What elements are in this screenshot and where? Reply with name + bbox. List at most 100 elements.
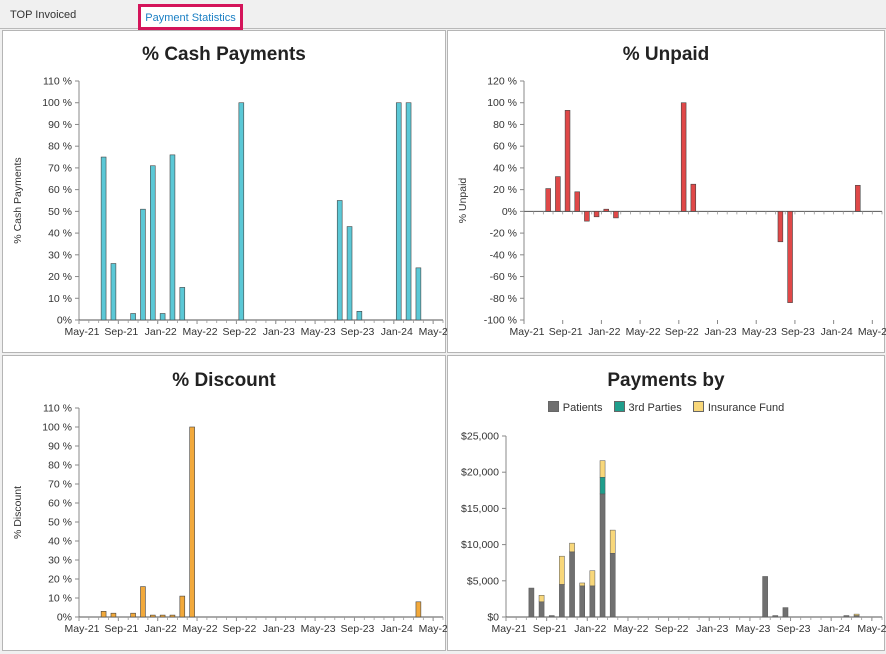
bar: [415, 601, 422, 618]
bar: [140, 208, 146, 321]
bar: [415, 267, 422, 321]
tab-bar: TOP Invoiced Production Payment Statisti…: [0, 0, 886, 45]
y-tick-label: 70 %: [48, 479, 72, 491]
x-tick-label: Sep-21: [533, 623, 567, 635]
y-tick-label: -60 %: [490, 271, 517, 283]
bar: [179, 595, 186, 618]
bar-insurance-fund: [599, 460, 606, 478]
x-tick-label: Jan-22: [588, 326, 620, 338]
bar: [613, 211, 619, 219]
bar-patients: [548, 615, 555, 618]
bar: [346, 226, 353, 321]
x-tick-label: Sep-22: [222, 623, 256, 635]
y-tick-label: -40 %: [490, 249, 517, 261]
x-tick-label: May-21: [64, 623, 99, 635]
cash-payments-chart: 0% 10 % 20 % 30 % 40 % 50 % 60 % 70 % 80 % 90 % 10…: [12, 76, 447, 339]
y-tick-label: 80 %: [48, 460, 72, 472]
x-tick-label: Jan-24: [381, 623, 413, 635]
chart-title: Payments by: [607, 370, 725, 391]
x-tick-label: May-24: [857, 623, 886, 635]
y-axis-title: % Unpaid: [457, 178, 469, 224]
bar-patients: [569, 551, 575, 618]
bar: [603, 208, 609, 212]
y-tick-label: -100 %: [484, 315, 517, 327]
bar: [189, 426, 195, 618]
cash-payments-panel: % Cash Payments 0% 10 % 20 % 30 % 40 % 50 % 60…: [2, 30, 447, 353]
bar: [574, 191, 580, 212]
unpaid-chart: -100 % -80 % -60 % -40 % -20 % 0% 20 % 40 % 60 %…: [457, 76, 886, 339]
y-tick-label: 90 %: [48, 441, 72, 453]
y-axis-title: % Cash Payments: [12, 157, 24, 243]
bar-patients: [599, 493, 606, 618]
x-tick-label: Jan-24: [821, 326, 853, 338]
y-tick-label: $5,000: [467, 575, 499, 587]
legend-swatch: [613, 401, 625, 412]
chart-title: % Unpaid: [622, 44, 710, 65]
y-tick-label: 90 %: [48, 119, 72, 131]
y-tick-label: 110 %: [43, 76, 72, 88]
y-tick-label: 0%: [57, 315, 72, 327]
bar: [169, 614, 176, 618]
tab-top-invoiced-production[interactable]: TOP Invoiced Production: [10, 9, 77, 45]
y-tick-label: 10 %: [48, 293, 72, 305]
y-tick-label: 0%: [502, 206, 517, 218]
bar-patients: [782, 607, 789, 618]
y-tick-label: $25,000: [461, 431, 499, 443]
x-tick-label: May-22: [183, 326, 218, 338]
bar: [100, 156, 107, 321]
bar: [336, 200, 343, 321]
y-tick-label: -80 %: [490, 293, 517, 305]
bar: [395, 102, 402, 321]
bar: [110, 263, 117, 321]
bar-insurance-fund: [609, 529, 616, 554]
x-tick-label: Sep-21: [104, 326, 138, 338]
x-tick-label: Jan-23: [704, 326, 736, 338]
x-tick-label: Sep-21: [104, 623, 138, 635]
bar-patients: [538, 601, 545, 618]
x-tick-label: May-22: [613, 623, 648, 635]
bar-insurance-fund: [559, 555, 565, 585]
x-tick-label: Sep-21: [549, 326, 583, 338]
bar: [855, 184, 861, 212]
bar-patients: [609, 553, 616, 618]
x-tick-label: Jan-22: [574, 623, 606, 635]
discount-chart: 0% 10 % 20 % 30 % 40 % 50 % 60 % 70 % 80 % 90 % 10…: [12, 403, 447, 636]
x-tick-label: May-21: [509, 326, 544, 338]
bar-patients: [559, 584, 565, 618]
bar: [564, 110, 571, 212]
y-axis-title: % Discount: [12, 486, 24, 539]
y-tick-label: 50 %: [48, 206, 72, 218]
x-tick-label: May-22: [183, 623, 218, 635]
chart-legend: Patients 3rd Parties Insurance Fund: [448, 401, 884, 414]
bar: [405, 102, 412, 321]
y-tick-label: 60 %: [493, 141, 517, 153]
y-tick-label: 40 %: [493, 162, 517, 174]
x-tick-label: Sep-23: [341, 623, 375, 635]
bar: [150, 165, 156, 321]
bar: [555, 176, 561, 212]
legend-item: 3rd Parties: [613, 401, 682, 414]
x-tick-label: May-23: [301, 326, 336, 338]
y-tick-label: 60 %: [48, 498, 72, 510]
bar-patients: [528, 587, 535, 618]
x-tick-label: May-21: [491, 623, 526, 635]
x-tick-label: Jan-22: [145, 326, 177, 338]
legend-item: Patients: [547, 401, 602, 414]
bar: [680, 102, 687, 212]
y-tick-label: $0: [487, 612, 499, 624]
discount-panel: % Discount 0% 10 % 20 % 30 % 40 % 50 % 60 % 70 …: [2, 355, 447, 651]
x-tick-label: Jan-23: [263, 623, 295, 635]
tab-payment-statistics[interactable]: Payment Statistics: [138, 4, 243, 30]
x-tick-label: Sep-22: [655, 623, 689, 635]
y-tick-label: 110 %: [43, 403, 72, 415]
y-tick-label: 20 %: [48, 271, 72, 283]
bar: [140, 586, 146, 618]
y-tick-label: 100 %: [42, 422, 72, 434]
bar-insurance-fund: [538, 595, 545, 603]
y-tick-label: 40 %: [48, 228, 72, 240]
bar: [238, 102, 245, 321]
y-tick-label: 0%: [57, 612, 72, 624]
x-tick-label: May-23: [301, 623, 336, 635]
x-tick-label: May-24: [858, 326, 886, 338]
bar-patients: [579, 585, 586, 618]
